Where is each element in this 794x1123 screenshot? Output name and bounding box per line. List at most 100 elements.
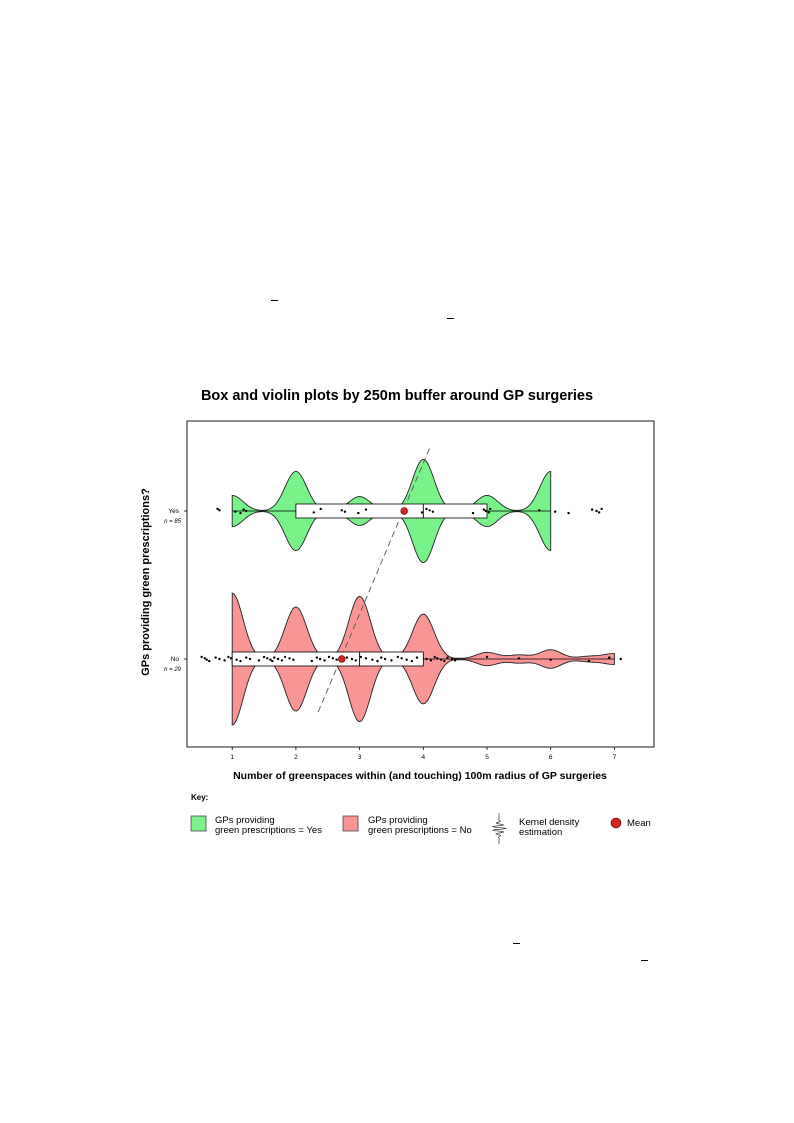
data-point [331, 657, 335, 660]
data-point [549, 658, 552, 661]
data-point [266, 657, 269, 660]
data-point [488, 507, 492, 511]
data-point [248, 657, 252, 661]
data-point [400, 657, 403, 660]
data-point [343, 510, 347, 513]
data-point [245, 656, 248, 659]
key-mean-marker [610, 817, 622, 829]
mean-marker-yes [400, 507, 408, 515]
data-point [271, 659, 274, 663]
data-point [319, 507, 322, 511]
data-point [587, 659, 591, 663]
data-point [214, 656, 217, 659]
key-swatch-no [342, 815, 359, 832]
data-point [600, 507, 603, 511]
data-point [335, 658, 338, 661]
data-point [229, 657, 233, 660]
data-point [429, 659, 433, 662]
page-dash-mark [513, 943, 520, 944]
data-point [245, 509, 248, 513]
data-point [396, 655, 400, 659]
x-tick-label: 4 [421, 754, 425, 761]
data-point [235, 658, 238, 661]
data-point [216, 507, 219, 511]
x-tick-label: 6 [549, 754, 553, 761]
data-point [485, 655, 489, 659]
data-point [590, 508, 594, 511]
data-point [262, 655, 266, 659]
data-point [345, 656, 349, 659]
data-point [446, 656, 449, 659]
y-n-label-yes: n = 85 [164, 519, 182, 525]
data-point [200, 655, 203, 659]
data-point [310, 659, 314, 663]
data-point [283, 655, 287, 659]
data-point [405, 658, 408, 661]
key-label-no: GPs providing green prescriptions = No [368, 815, 472, 836]
data-point [205, 658, 208, 661]
data-point [431, 510, 435, 513]
data-point [208, 659, 211, 663]
data-point [276, 657, 280, 661]
data-point [410, 659, 414, 663]
box-yes [295, 503, 488, 519]
key-label-kde: Kernel density estimation [519, 817, 580, 838]
data-point [597, 511, 601, 514]
x-tick-label: 5 [485, 754, 489, 761]
page-dash-mark [271, 300, 278, 301]
mean-marker-no [338, 655, 346, 663]
data-point [471, 511, 475, 515]
data-point [242, 508, 245, 511]
data-point [436, 657, 439, 660]
data-point [318, 657, 322, 661]
key-kde-glyph [491, 812, 507, 845]
x-tick-label: 2 [294, 754, 298, 761]
data-point [203, 657, 207, 660]
data-point [608, 656, 611, 659]
data-point [354, 659, 357, 662]
x-tick-label: 7 [613, 754, 617, 761]
data-point [425, 507, 428, 511]
key-label-yes: GPs providing green prescriptions = Yes [215, 815, 322, 836]
plot-frame [186, 420, 655, 748]
data-point [273, 656, 276, 659]
data-point [383, 657, 387, 661]
page-dash-mark [641, 960, 648, 961]
x-tick-label: 1 [230, 754, 234, 761]
data-point [312, 511, 315, 514]
box-no [231, 651, 424, 667]
x-tick-label: 3 [358, 754, 362, 761]
data-point [257, 659, 261, 662]
data-point [415, 656, 419, 659]
data-point [223, 659, 226, 662]
data-point [234, 510, 237, 513]
data-point [376, 659, 379, 663]
data-point [288, 657, 291, 660]
data-point [292, 658, 295, 661]
data-point [364, 508, 368, 511]
data-point [239, 511, 242, 515]
data-point [218, 657, 221, 661]
data-point [425, 657, 428, 661]
data-point [439, 658, 443, 661]
data-point [269, 658, 272, 661]
y-tick-label-no: No [171, 656, 180, 663]
data-point [453, 659, 457, 662]
data-point [619, 657, 622, 661]
data-point [280, 659, 284, 662]
y-n-label-no: n = 29 [164, 667, 182, 673]
data-point [433, 655, 436, 659]
trend-line [317, 447, 431, 713]
data-point [350, 657, 354, 661]
data-point [364, 657, 368, 660]
data-point [390, 659, 393, 662]
data-point [359, 655, 363, 659]
data-point [553, 510, 557, 513]
data-point [538, 509, 541, 512]
data-point [567, 511, 570, 515]
chart-title: Box and violin plots by 250m buffer arou… [200, 388, 594, 404]
data-point [595, 509, 598, 513]
key-title: Key: [191, 793, 209, 802]
data-point [357, 511, 360, 515]
